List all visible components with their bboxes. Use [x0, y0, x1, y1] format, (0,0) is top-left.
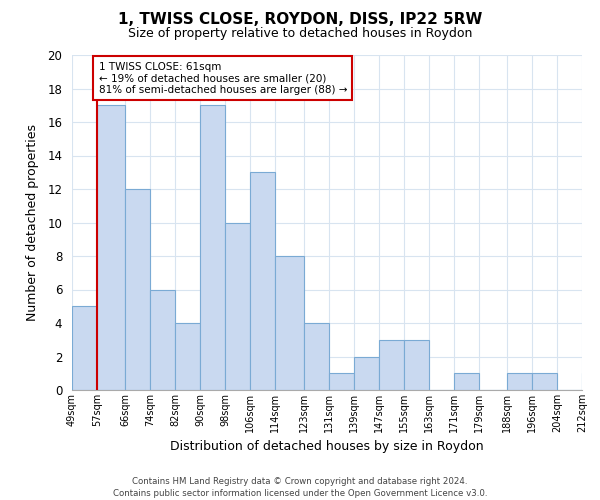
Bar: [250, 172, 275, 390]
Y-axis label: Number of detached properties: Number of detached properties: [26, 124, 39, 321]
Bar: [226, 222, 250, 390]
Text: Size of property relative to detached houses in Roydon: Size of property relative to detached ho…: [128, 28, 472, 40]
Bar: [175, 323, 200, 390]
Bar: [97, 106, 125, 390]
Text: Contains HM Land Registry data © Crown copyright and database right 2024.
Contai: Contains HM Land Registry data © Crown c…: [113, 476, 487, 498]
Bar: [72, 306, 97, 390]
Bar: [200, 106, 226, 390]
Bar: [150, 290, 175, 390]
Bar: [404, 340, 428, 390]
Bar: [353, 356, 379, 390]
Bar: [304, 323, 329, 390]
Bar: [379, 340, 404, 390]
Bar: [582, 373, 600, 390]
Bar: [532, 373, 557, 390]
Bar: [329, 373, 353, 390]
Bar: [275, 256, 304, 390]
X-axis label: Distribution of detached houses by size in Roydon: Distribution of detached houses by size …: [170, 440, 484, 454]
Bar: [125, 189, 150, 390]
Bar: [507, 373, 532, 390]
Text: 1 TWISS CLOSE: 61sqm
← 19% of detached houses are smaller (20)
81% of semi-detac: 1 TWISS CLOSE: 61sqm ← 19% of detached h…: [98, 62, 347, 95]
Bar: [454, 373, 479, 390]
Text: 1, TWISS CLOSE, ROYDON, DISS, IP22 5RW: 1, TWISS CLOSE, ROYDON, DISS, IP22 5RW: [118, 12, 482, 28]
